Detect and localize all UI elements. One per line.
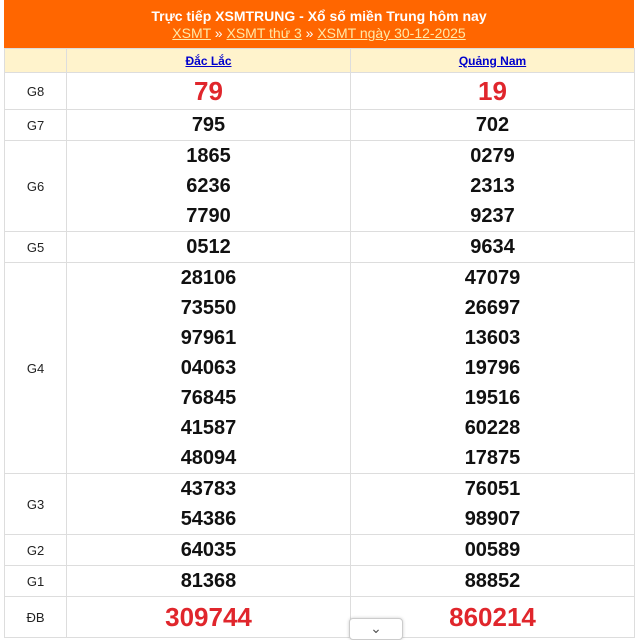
prize-label: ĐB	[4, 596, 67, 638]
prize-header	[4, 48, 67, 73]
prize-label: G6	[4, 140, 67, 232]
prize-number: 6236	[186, 175, 231, 197]
prize-number: 309744	[165, 602, 252, 632]
province-header: Đắc Lắc	[66, 48, 351, 73]
prize-number: 43783	[180, 478, 237, 500]
prize-number: 79	[194, 76, 223, 106]
results-header: Trực tiếp XSMTRUNG - Xổ số miền Trung hô…	[4, 0, 634, 48]
prize-number: 28106	[180, 267, 237, 289]
prize-number: 64035	[180, 539, 237, 561]
prize-row: G3 43783 54386 76051 98907	[4, 473, 635, 535]
breadcrumb-xsmt[interactable]: XSMT	[172, 25, 211, 41]
prize-number: 48094	[180, 447, 237, 469]
prize-cell: 19	[350, 72, 635, 110]
prize-cell: 9634	[350, 231, 635, 263]
prize-row: G4 28106 73550 97961 04063 76845 41587 48094 470…	[4, 262, 635, 474]
prize-cell: 702	[350, 109, 635, 141]
results-table: Đắc Lắc Quảng Nam G8 79 19 G7 795 702 G6 1865 62…	[4, 48, 635, 638]
prize-row: G8 79 19	[4, 72, 635, 110]
prize-label: G1	[4, 565, 67, 597]
prize-number: 97961	[180, 327, 237, 349]
prize-cell: 309744	[66, 596, 351, 638]
prize-number: 7790	[186, 205, 231, 227]
prize-number: 19	[478, 76, 507, 106]
prize-cell: 81368	[66, 565, 351, 597]
prize-number: 60228	[464, 417, 521, 439]
prize-label: G7	[4, 109, 67, 141]
prize-number: 795	[191, 114, 226, 136]
prize-row: G2 64035 00589	[4, 534, 635, 566]
prize-cell: 79	[66, 72, 351, 110]
prize-number: 860214	[449, 602, 536, 632]
prize-number: 0512	[186, 236, 231, 258]
prize-number: 88852	[464, 570, 521, 592]
province-link[interactable]: Quảng Nam	[458, 53, 527, 68]
prize-number: 19516	[464, 387, 521, 409]
breadcrumb-xsmt-date[interactable]: XSMT ngày 30-12-2025	[317, 25, 466, 41]
prize-cell: 64035	[66, 534, 351, 566]
prize-number: 2313	[470, 175, 515, 197]
prize-number: 13603	[464, 327, 521, 349]
prize-number: 54386	[180, 508, 237, 530]
prize-cell: 00589	[350, 534, 635, 566]
prize-cell: 76051 98907	[350, 473, 635, 535]
prize-row: G1 81368 88852	[4, 565, 635, 597]
prize-cell: 0279 2313 9237	[350, 140, 635, 232]
prize-number: 73550	[180, 297, 237, 319]
prize-row: G6 1865 6236 7790 0279 2313 9237	[4, 140, 635, 232]
prize-cell: 0512	[66, 231, 351, 263]
prize-cell: 88852	[350, 565, 635, 597]
prize-number: 76845	[180, 387, 237, 409]
close-ad-button[interactable]: ⌄	[349, 618, 403, 640]
prize-number: 47079	[464, 267, 521, 289]
breadcrumb: XSMT » XSMT thứ 3 » XSMT ngày 30-12-2025	[172, 25, 466, 41]
prize-row: ĐB 309744 860214	[4, 596, 635, 638]
prize-number: 41587	[180, 417, 237, 439]
prize-label: G8	[4, 72, 67, 110]
prize-cell: 1865 6236 7790	[66, 140, 351, 232]
prize-label: G5	[4, 231, 67, 263]
breadcrumb-xsmt-thu3[interactable]: XSMT thứ 3	[226, 25, 302, 41]
prize-number: 00589	[464, 539, 521, 561]
prize-number: 98907	[464, 508, 521, 530]
prize-row: G7 795 702	[4, 109, 635, 141]
prize-number: 04063	[180, 357, 237, 379]
prize-label: G2	[4, 534, 67, 566]
prize-number: 17875	[464, 447, 521, 469]
prize-cell: 43783 54386	[66, 473, 351, 535]
prize-cell: 28106 73550 97961 04063 76845 41587 48094	[66, 262, 351, 474]
prize-number: 76051	[464, 478, 521, 500]
prize-number: 26697	[464, 297, 521, 319]
prize-number: 9237	[470, 205, 515, 227]
prize-number: 9634	[470, 236, 515, 258]
prize-label: G4	[4, 262, 67, 474]
page-title: Trực tiếp XSMTRUNG - Xổ số miền Trung hô…	[151, 8, 487, 24]
prize-label: G3	[4, 473, 67, 535]
prize-cell: 47079 26697 13603 19796 19516 60228 17875	[350, 262, 635, 474]
province-header: Quảng Nam	[350, 48, 635, 73]
province-link[interactable]: Đắc Lắc	[185, 53, 232, 68]
prize-cell: 795	[66, 109, 351, 141]
prize-number: 0279	[470, 145, 515, 167]
prize-number: 19796	[464, 357, 521, 379]
prize-number: 1865	[186, 145, 231, 167]
prize-row: G5 0512 9634	[4, 231, 635, 263]
prize-number: 81368	[180, 570, 237, 592]
prize-number: 702	[475, 114, 510, 136]
chevron-down-icon: ⌄	[370, 620, 382, 636]
